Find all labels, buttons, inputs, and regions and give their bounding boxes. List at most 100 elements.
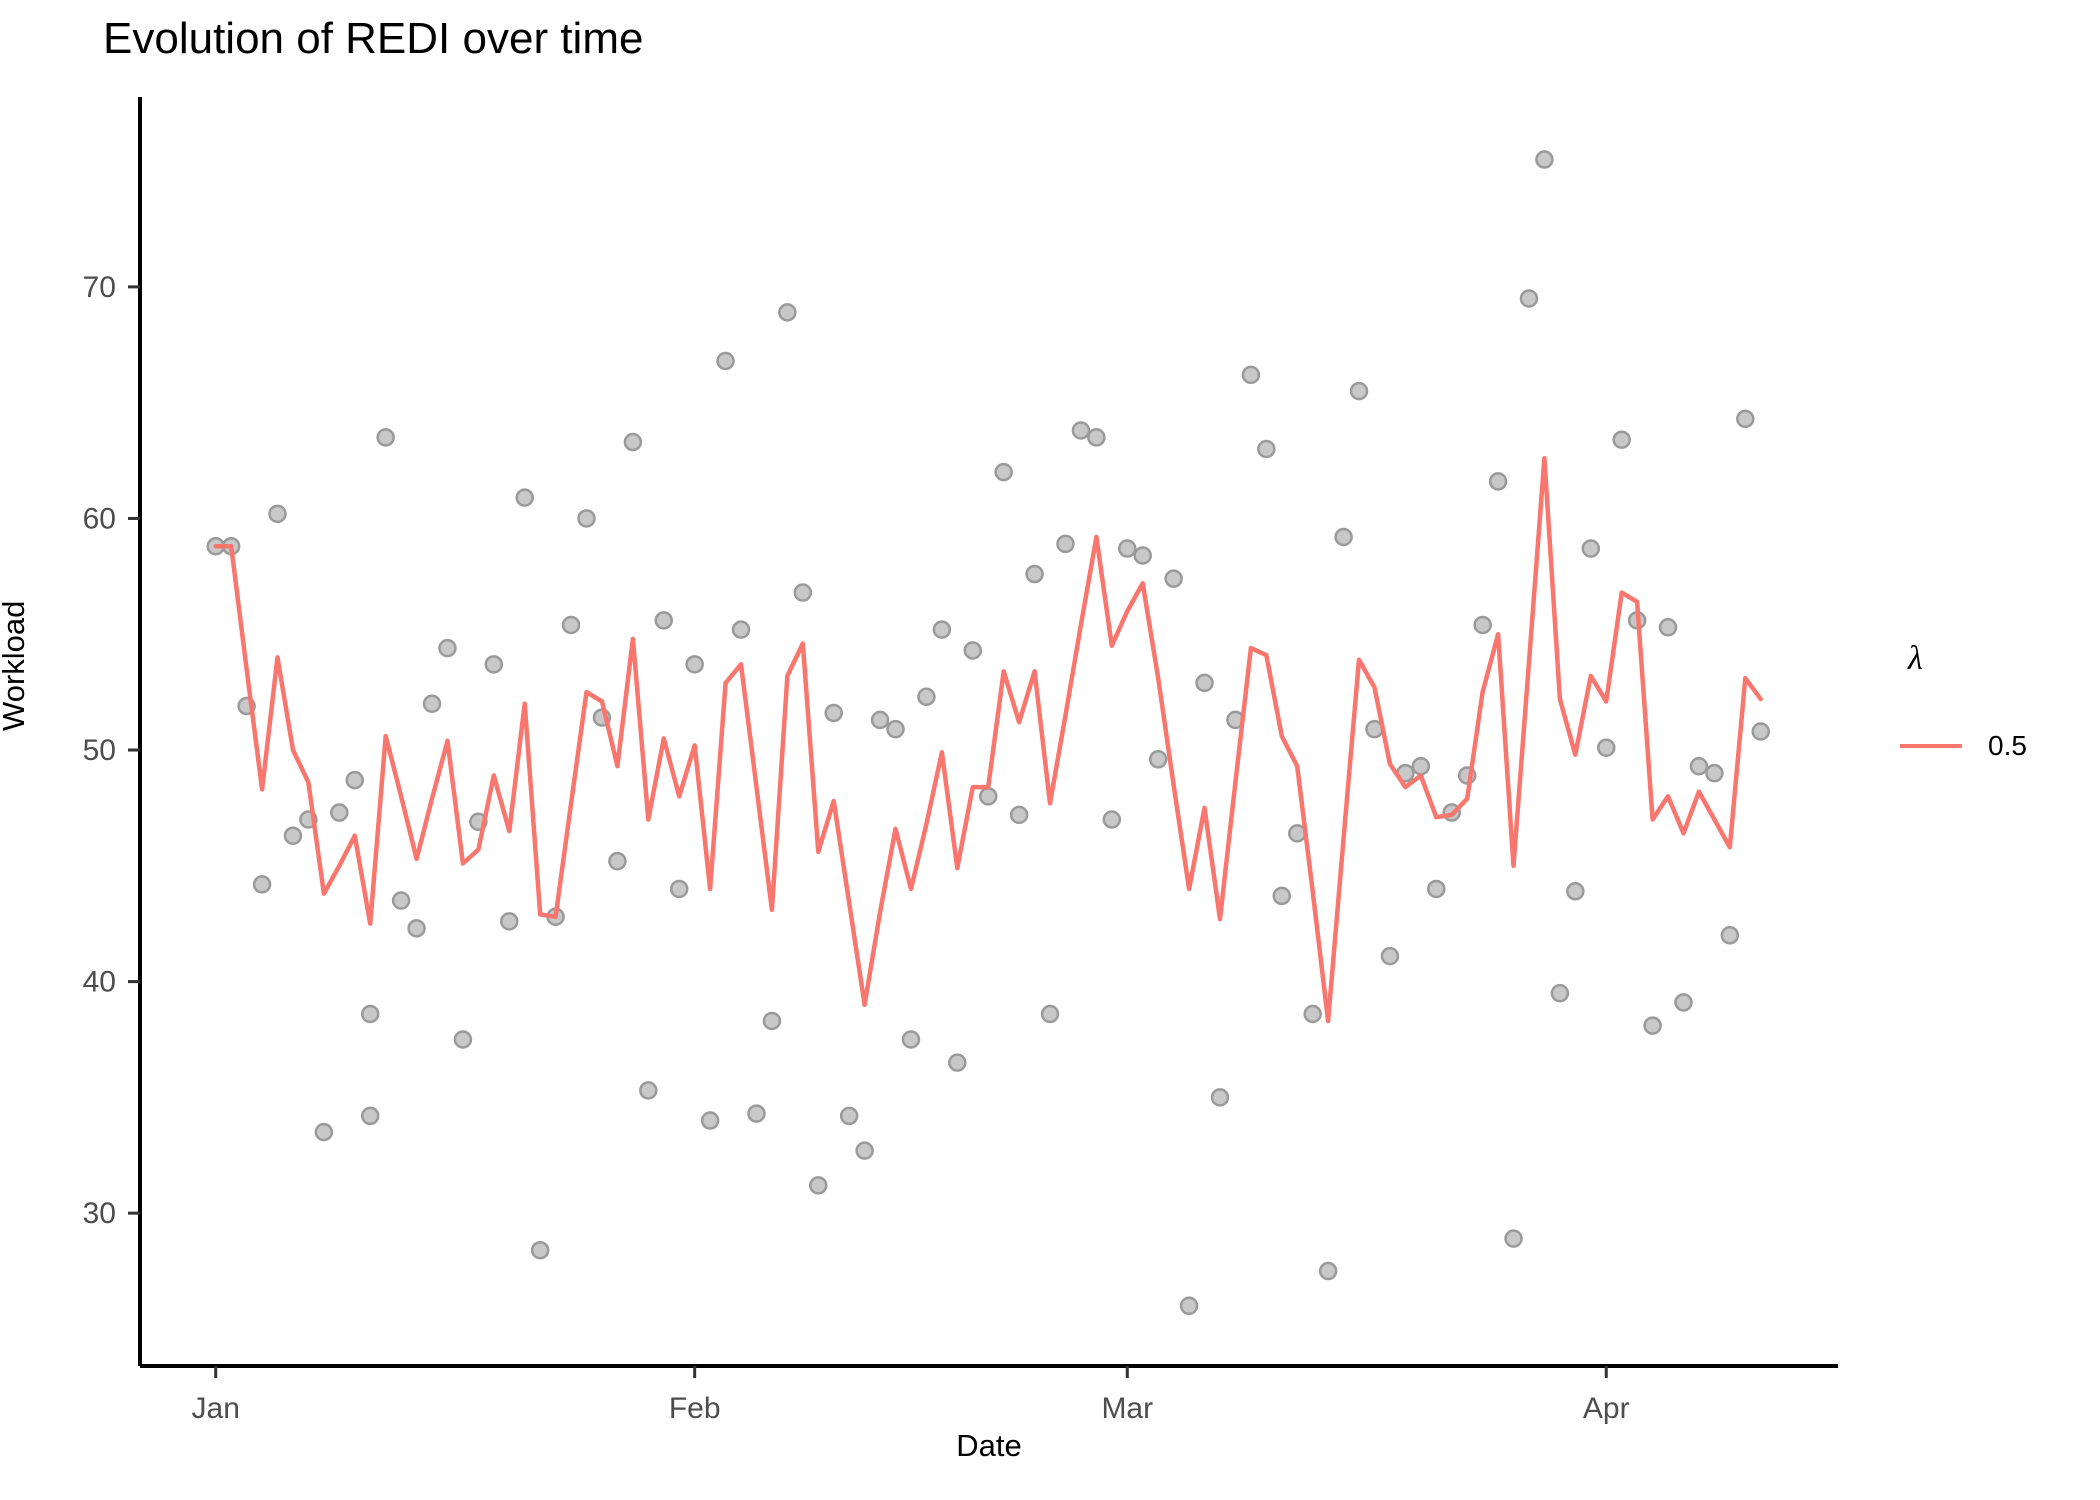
scatter-point — [283, 826, 303, 845]
scatter-point — [1303, 1004, 1322, 1024]
scatter-point — [700, 1111, 720, 1130]
scatter-point — [1195, 673, 1214, 693]
scatter-point — [994, 462, 1013, 482]
scatter-point — [901, 1030, 921, 1049]
scatter-point — [824, 703, 843, 723]
legend-entry: 0.5 — [1900, 730, 2090, 762]
x-axis-title: Date — [956, 1428, 1022, 1463]
scatter-point — [1380, 946, 1400, 966]
scatter-point — [1009, 805, 1029, 825]
scatter-point — [932, 620, 952, 639]
redi-line — [213, 455, 1763, 1024]
scatter-point — [1643, 1016, 1662, 1035]
scatter-point — [778, 303, 797, 322]
scatter-point — [1349, 381, 1369, 401]
scatter-point — [870, 710, 890, 730]
scatter-point — [839, 1106, 859, 1126]
scatter-point — [685, 655, 704, 674]
scatter-point — [1133, 546, 1152, 565]
scatter-point — [1689, 756, 1709, 776]
scatter-point — [1504, 1229, 1523, 1248]
scatter-point — [639, 1081, 658, 1100]
scatter-point — [1488, 472, 1508, 491]
scatter-point — [422, 694, 442, 713]
scatter-point — [314, 1122, 334, 1142]
scatter-point — [1535, 150, 1554, 169]
y-tick-label: 40 — [83, 966, 116, 999]
scatter-point — [1596, 738, 1616, 757]
scatter-point — [1179, 1296, 1199, 1316]
scatter-point — [1550, 983, 1570, 1003]
scatter-point — [608, 851, 627, 871]
scatter-point — [1705, 763, 1724, 783]
scatter-point — [1427, 879, 1446, 899]
scatter-point — [762, 1011, 782, 1031]
scatter-point — [1581, 539, 1601, 558]
scatter-point — [948, 1053, 967, 1072]
y-tick-label: 70 — [83, 271, 116, 304]
scatter-point — [716, 351, 735, 371]
scatter-point — [561, 615, 581, 635]
scatter-point — [360, 1004, 380, 1024]
x-tick-label: Jan — [192, 1392, 240, 1425]
scatter-point — [360, 1106, 380, 1126]
scatter-point — [515, 488, 534, 507]
scatter-point — [1658, 618, 1678, 637]
scatter-point — [1674, 993, 1693, 1012]
y-tick-label: 30 — [83, 1197, 116, 1230]
scatter-point — [1736, 409, 1755, 429]
legend-line-swatch — [1900, 744, 1962, 748]
scatter-point — [1720, 926, 1740, 945]
scatter-point — [500, 912, 519, 931]
scatter-point — [747, 1104, 766, 1123]
scatter-point — [855, 1141, 874, 1160]
x-tick-label: Mar — [1101, 1392, 1153, 1425]
scatter-point — [1272, 886, 1292, 906]
scatter-point — [330, 803, 349, 822]
x-tick-label: Feb — [669, 1392, 721, 1425]
scatter-point — [252, 875, 272, 894]
legend-entry-label: 0.5 — [1988, 730, 2027, 761]
scatter-point — [453, 1030, 473, 1049]
scatter-point — [1751, 722, 1770, 741]
scatter-point — [530, 1240, 550, 1260]
scatter-point — [438, 638, 457, 658]
scatter-point — [1118, 539, 1137, 558]
scatter-point — [1411, 756, 1431, 776]
scatter-point — [963, 641, 983, 660]
scatter-point — [978, 787, 998, 806]
scatter-point — [1566, 882, 1585, 901]
scatter-point — [1056, 534, 1075, 554]
y-tick-label: 50 — [83, 734, 116, 767]
scatter-point — [1519, 289, 1539, 308]
scatter-point — [731, 620, 751, 639]
scatter-point — [1148, 750, 1168, 769]
legend: λ 0.5 — [1900, 640, 2090, 762]
scatter-point — [391, 891, 411, 910]
scatter-point — [654, 611, 674, 630]
scatter-point — [268, 504, 287, 524]
scatter-point — [1334, 527, 1353, 547]
scatter-point — [1102, 810, 1122, 829]
scatter-point — [793, 583, 813, 602]
scatter-point — [809, 1176, 828, 1195]
scatter-point — [917, 687, 936, 707]
scatter-point — [1025, 564, 1044, 584]
scatter-point — [577, 509, 596, 528]
y-axis-title: Workload — [0, 600, 31, 731]
scatter-point — [669, 879, 689, 899]
scatter-point — [1040, 1004, 1060, 1024]
scatter-point — [376, 428, 395, 447]
scatter-point — [1241, 365, 1261, 385]
scatter-point — [623, 432, 643, 452]
legend-title: λ — [1908, 640, 1923, 677]
x-tick-label: Apr — [1583, 1392, 1630, 1425]
scatter-point — [1210, 1088, 1230, 1107]
scatter-point — [1612, 430, 1631, 449]
scatter-point — [1071, 421, 1091, 440]
scatter-point — [1473, 615, 1492, 635]
scatter-point — [1257, 439, 1276, 459]
scatter-point — [407, 919, 426, 938]
